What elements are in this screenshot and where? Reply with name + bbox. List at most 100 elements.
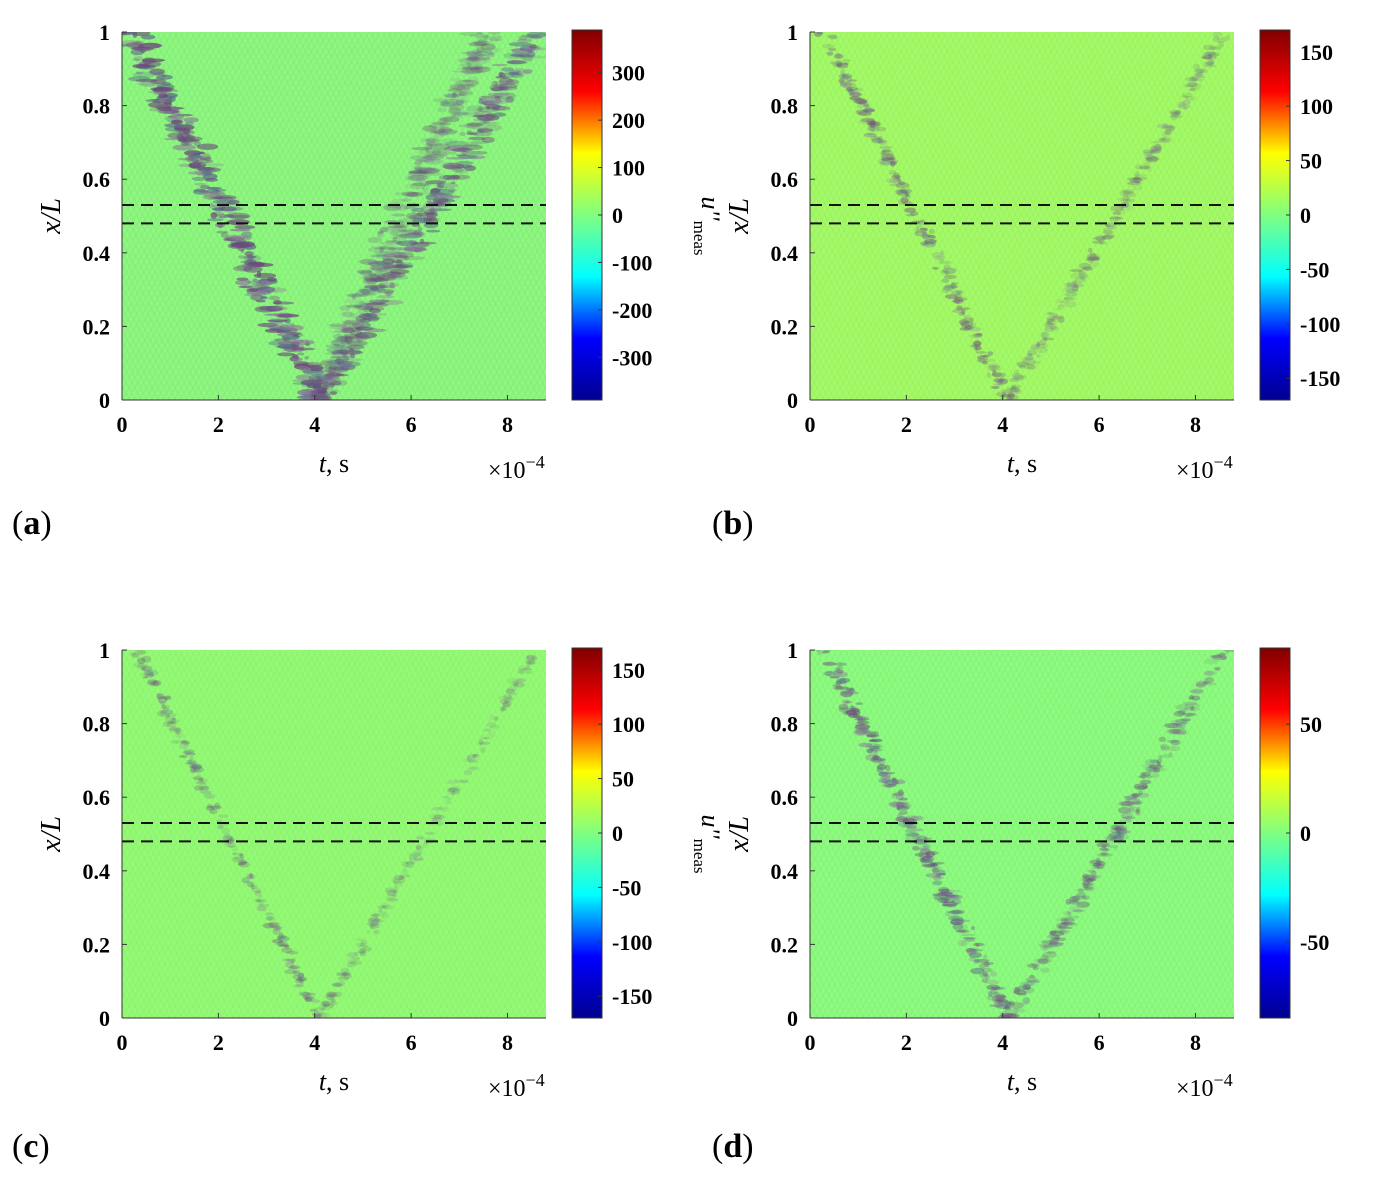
x-tick-label: 4 [997, 412, 1008, 437]
y-tick-label: 0 [99, 388, 110, 413]
y-axis-label: x/L [724, 198, 755, 235]
x-tick-label: 0 [805, 412, 816, 437]
colorbar-tick-label: -50 [612, 875, 641, 900]
x-tick-label: 6 [1094, 1030, 1105, 1055]
heatmap-field [122, 650, 546, 1018]
x-tick-label: 2 [213, 1030, 224, 1055]
y-tick-label: 0.8 [771, 94, 799, 119]
x-tick-label: 6 [406, 1030, 417, 1055]
x-tick-label: 4 [309, 412, 320, 437]
y-tick-label: 0 [787, 388, 798, 413]
colorbar-tick-label: 0 [612, 203, 623, 228]
y-tick-label: 0.8 [83, 94, 111, 119]
x-multiplier: ×10−4 [1176, 1070, 1233, 1102]
y-tick-label: 0.6 [83, 167, 111, 192]
colorbar-tick-label: -150 [1300, 366, 1340, 391]
x-tick-label: 2 [901, 412, 912, 437]
colorbar-tick-label: 100 [612, 712, 645, 737]
colorbar-tick-label: 200 [612, 108, 645, 133]
x-axis-label: t, s [319, 1067, 349, 1096]
colorbar-label: u''meas [1378, 196, 1382, 255]
panel-a: 0 2 4 6 8 0 0.2 0.4 0.6 0.8 1 t, s ×10−4 x/L 300 200 100… [36, 20, 725, 484]
ripple-pattern [810, 32, 1234, 400]
heatmap-field [122, 32, 546, 400]
colorbar-label: u''meas [1378, 814, 1382, 873]
y-tick-label: 0.4 [771, 241, 799, 266]
colorbar: 150 100 50 0 -50 -100 -150 u''meas [1259, 29, 1382, 401]
axes: 0 2 4 6 8 0 0.2 0.4 0.6 0.8 1 [771, 638, 1234, 1055]
wave-traces [122, 650, 546, 1018]
colorbar-tick-label: 100 [1300, 94, 1333, 119]
colorbar-tick-label: 100 [612, 156, 645, 181]
colorbar-tick-label: 0 [612, 821, 623, 846]
wave-traces [122, 32, 546, 400]
x-multiplier: ×10−4 [488, 452, 545, 484]
colorbar-tick-label: -100 [1300, 312, 1340, 337]
y-tick-label: 1 [99, 20, 110, 45]
x-multiplier: ×10−4 [488, 1070, 545, 1102]
colorbar-label: u''meas [690, 196, 725, 255]
x-axis-label: t, s [1007, 1067, 1037, 1096]
colorbar-tick-label: -50 [1300, 930, 1329, 955]
wave-traces [810, 32, 1234, 400]
colorbar: 300 200 100 0 -100 -200 -300 u''meas [571, 29, 725, 401]
incident-wave-trace [130, 650, 323, 1018]
reflected-wave-trace [998, 32, 1231, 400]
y-tick-label: 0.8 [83, 712, 111, 737]
panel-label-c: (c) [12, 1128, 50, 1165]
incident-wave-trace [813, 32, 1015, 400]
reflected-wave-secondary [302, 32, 503, 400]
x-tick-label: 4 [309, 1030, 320, 1055]
reflected-wave-trace [311, 654, 538, 1018]
colorbar-tick-label: 50 [1300, 149, 1322, 174]
y-axis-label: x/L [36, 198, 67, 235]
y-tick-label: 1 [787, 638, 798, 663]
axes: 0 2 4 6 8 0 0.2 0.4 0.6 0.8 1 [771, 20, 1234, 437]
colorbar-label: u''meas [690, 814, 725, 873]
x-axis-label: t, s [319, 449, 349, 478]
x-tick-label: 2 [213, 412, 224, 437]
x-tick-label: 0 [117, 412, 128, 437]
x-tick-label: 8 [502, 412, 513, 437]
incident-wave-trace [815, 650, 1020, 1018]
reflected-wave-trace [298, 32, 546, 400]
colorbar: 150 100 50 0 -50 -100 -150 u''meas [571, 647, 725, 1019]
axes: 0 2 4 6 8 0 0.2 0.4 0.6 0.8 1 [83, 20, 546, 437]
y-tick-label: 0.2 [771, 932, 799, 957]
panel-label-a: (a) [12, 505, 52, 542]
y-tick-label: 0 [787, 1006, 798, 1031]
x-tick-label: 0 [805, 1030, 816, 1055]
y-tick-label: 0.2 [83, 932, 111, 957]
heatmap-field [810, 32, 1234, 400]
colorbar-tick-label: 150 [612, 658, 645, 683]
x-tick-label: 6 [1094, 412, 1105, 437]
wave-traces [810, 650, 1234, 1018]
y-tick-label: 0.4 [83, 859, 111, 884]
y-tick-label: 0 [99, 1006, 110, 1031]
colorbar-tick-label: 50 [1300, 712, 1322, 737]
y-tick-label: 0.4 [83, 241, 111, 266]
y-tick-label: 0.6 [83, 785, 111, 810]
colorbar-tick-label: 0 [1300, 821, 1311, 846]
y-axis-label: x/L [36, 816, 67, 853]
panel-c: 0 2 4 6 8 0 0.2 0.4 0.6 0.8 1 t, s ×10−4 x/L 150 100 50 0… [36, 638, 725, 1102]
y-tick-label: 0.6 [771, 785, 799, 810]
heatmap-field [810, 650, 1234, 1018]
panel-b: 0 2 4 6 8 0 0.2 0.4 0.6 0.8 1 t, s ×10−4 x/L 150 100 50 0… [724, 20, 1382, 484]
colorbar-tick-label: -50 [1300, 257, 1329, 282]
y-tick-label: 0.2 [771, 314, 799, 339]
x-tick-label: 8 [502, 1030, 513, 1055]
axes: 0 2 4 6 8 0 0.2 0.4 0.6 0.8 1 [83, 638, 546, 1055]
colorbar-tick-label: 0 [1300, 203, 1311, 228]
colorbar-tick-label: 300 [612, 61, 645, 86]
y-tick-label: 1 [99, 638, 110, 663]
panel-d: 0 2 4 6 8 0 0.2 0.4 0.6 0.8 1 t, s ×10−4 x/L 50 0 -50 u''… [724, 638, 1382, 1102]
x-tick-label: 8 [1190, 412, 1201, 437]
panel-label-d: (d) [712, 1128, 754, 1165]
y-tick-label: 0.4 [771, 859, 799, 884]
x-axis-label: t, s [1007, 449, 1037, 478]
x-multiplier: ×10−4 [1176, 452, 1233, 484]
colorbar-tick-label: -100 [612, 930, 652, 955]
colorbar-tick-label: 150 [1300, 40, 1333, 65]
x-tick-label: 4 [997, 1030, 1008, 1055]
